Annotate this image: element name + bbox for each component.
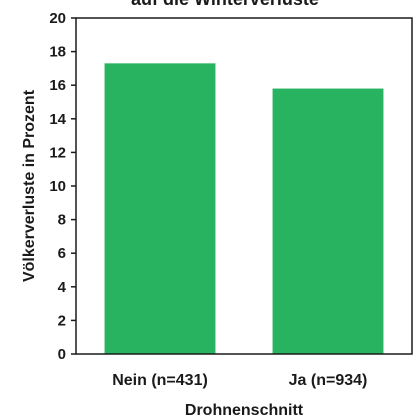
y-tick-label: 2 [58,312,66,329]
x-axis-title: Drohnenschnitt [185,402,304,419]
y-tick-label: 12 [49,144,66,161]
y-tick-label: 16 [49,77,66,94]
bar [104,63,216,355]
chart-title: auf die Winterverluste [131,0,319,9]
y-tick-label: 18 [49,44,66,61]
y-tick-label: 0 [58,346,66,363]
y-tick-label: 14 [49,111,66,128]
plot-frame [75,17,413,355]
bars [104,63,384,355]
y-tick-label: 10 [49,178,66,195]
x-tick-label: Ja (n=934) [289,372,368,389]
y-tick-label: 4 [58,279,67,296]
y-axis-title: Völkerverluste in Prozent [21,89,38,282]
x-axis-tick-labels: Nein (n=431) Ja (n=934) [112,372,367,389]
y-tick-label: 20 [49,10,66,27]
y-axis-ticks: 0 2 4 6 8 10 12 14 16 18 20 [49,10,76,363]
y-tick-label: 6 [58,245,66,262]
y-tick-label: 8 [58,212,66,229]
x-tick-label: Nein (n=431) [112,372,208,389]
bar [272,88,384,354]
